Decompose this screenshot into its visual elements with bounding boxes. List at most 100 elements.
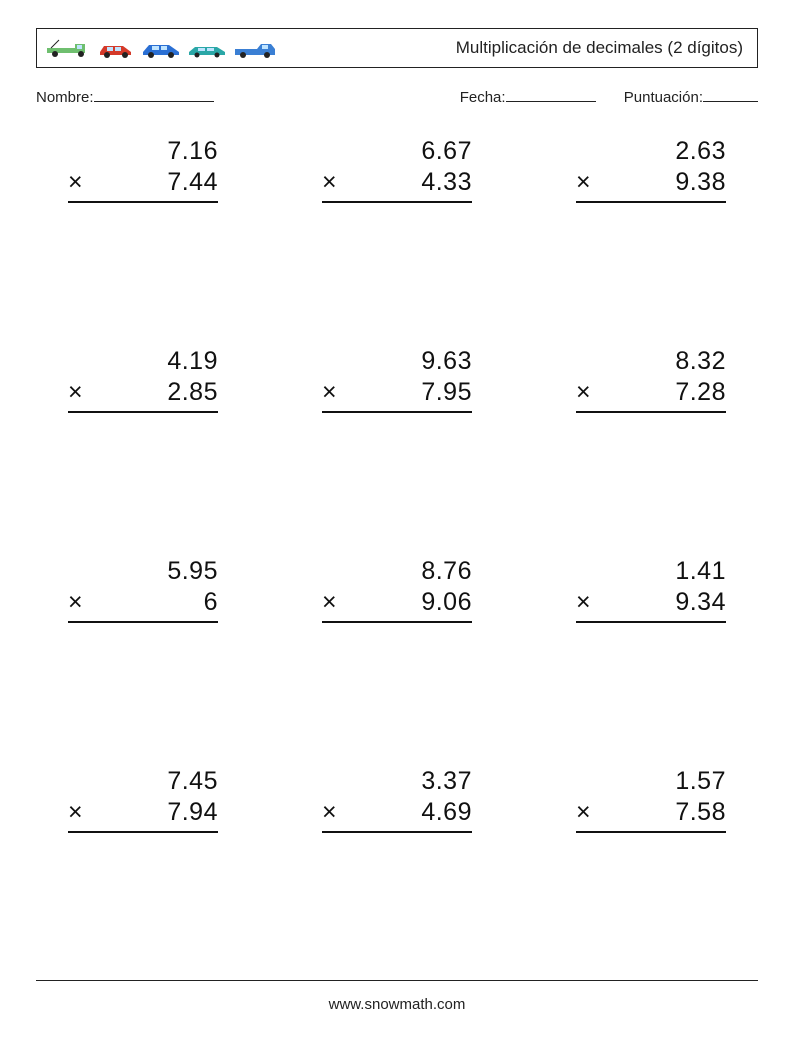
teal-car-icon	[187, 42, 229, 58]
multiplicand: 5.95	[88, 556, 218, 587]
score-label: Puntuación:	[624, 89, 703, 106]
red-sedan-icon	[97, 40, 137, 58]
multiplier: 9.06	[342, 587, 472, 618]
info-fields-row: Nombre: Fecha: Puntuación:	[36, 86, 758, 106]
multiplicand: 2.63	[596, 136, 726, 167]
operator: ×	[322, 377, 342, 408]
blue-coupe-icon	[141, 40, 183, 58]
multiplier-row: ×7.95	[322, 377, 472, 408]
multiplier-row: ×7.94	[68, 797, 218, 828]
multiplicand: 3.37	[342, 766, 472, 797]
multiplier-row: ×7.44	[68, 167, 218, 198]
problem-rule	[68, 831, 218, 833]
multiplicand: 7.16	[88, 136, 218, 167]
operator: ×	[68, 167, 88, 198]
multiplier-row: ×9.06	[322, 587, 472, 618]
name-label: Nombre:	[36, 89, 94, 106]
footer-url: www.snowmath.com	[0, 996, 794, 1013]
problem-10: 7.45×7.94	[68, 766, 218, 976]
problem-rule	[576, 201, 726, 203]
worksheet-title: Multiplicación de decimales (2 dígitos)	[456, 38, 743, 58]
operator: ×	[68, 587, 88, 618]
multiplicand-row: 5.95	[68, 556, 218, 587]
multiplicand-row: 4.19	[68, 346, 218, 377]
multiplicand-row: 3.37	[322, 766, 472, 797]
blue-pickup-icon	[233, 40, 279, 58]
multiplier-row: ×7.28	[576, 377, 726, 408]
footer-rule	[36, 980, 758, 981]
multiplier-row: ×7.58	[576, 797, 726, 828]
multiplicand-row: 8.32	[576, 346, 726, 377]
multiplier-row: ×6	[68, 587, 218, 618]
multiplicand: 1.41	[596, 556, 726, 587]
problem-rule	[322, 201, 472, 203]
problems-grid: 7.16×7.446.67×4.332.63×9.384.19×2.859.63…	[36, 126, 758, 976]
operator: ×	[68, 797, 88, 828]
multiplicand: 8.76	[342, 556, 472, 587]
multiplier: 7.28	[596, 377, 726, 408]
problem-11: 3.37×4.69	[322, 766, 472, 976]
problem-rule	[322, 831, 472, 833]
problem-4: 4.19×2.85	[68, 346, 218, 556]
multiplier: 7.58	[596, 797, 726, 828]
field-spacer	[220, 86, 454, 106]
multiplier: 9.34	[596, 587, 726, 618]
worksheet-page: Multiplicación de decimales (2 dígitos) …	[0, 0, 794, 976]
header-box: Multiplicación de decimales (2 dígitos)	[36, 28, 758, 68]
date-field: Fecha:	[460, 86, 596, 106]
problem-rule	[576, 831, 726, 833]
problem-12: 1.57×7.58	[576, 766, 726, 976]
problem-rule	[576, 621, 726, 623]
multiplier: 7.44	[88, 167, 218, 198]
problem-7: 5.95×6	[68, 556, 218, 766]
name-field: Nombre:	[36, 86, 214, 106]
multiplier-row: ×9.34	[576, 587, 726, 618]
problem-2: 6.67×4.33	[322, 136, 472, 346]
problem-rule	[68, 201, 218, 203]
multiplier: 9.38	[596, 167, 726, 198]
problem-8: 8.76×9.06	[322, 556, 472, 766]
problem-rule	[322, 621, 472, 623]
date-blank[interactable]	[506, 86, 596, 102]
score-blank[interactable]	[703, 86, 758, 102]
multiplicand-row: 1.57	[576, 766, 726, 797]
operator: ×	[576, 797, 596, 828]
multiplier-row: ×9.38	[576, 167, 726, 198]
multiplier: 7.94	[88, 797, 218, 828]
problem-5: 9.63×7.95	[322, 346, 472, 556]
operator: ×	[68, 377, 88, 408]
operator: ×	[576, 587, 596, 618]
operator: ×	[322, 587, 342, 618]
problem-rule	[322, 411, 472, 413]
multiplier-row: ×4.33	[322, 167, 472, 198]
multiplicand: 6.67	[342, 136, 472, 167]
multiplicand: 1.57	[596, 766, 726, 797]
multiplicand: 4.19	[88, 346, 218, 377]
problem-3: 2.63×9.38	[576, 136, 726, 346]
multiplicand-row: 7.16	[68, 136, 218, 167]
multiplicand-row: 1.41	[576, 556, 726, 587]
problem-9: 1.41×9.34	[576, 556, 726, 766]
multiplier-row: ×4.69	[322, 797, 472, 828]
date-label: Fecha:	[460, 89, 506, 106]
multiplicand-row: 6.67	[322, 136, 472, 167]
multiplicand: 7.45	[88, 766, 218, 797]
operator: ×	[322, 167, 342, 198]
field-spacer	[602, 86, 618, 106]
multiplier-row: ×2.85	[68, 377, 218, 408]
problem-6: 8.32×7.28	[576, 346, 726, 556]
multiplier: 4.69	[342, 797, 472, 828]
multiplier: 2.85	[88, 377, 218, 408]
operator: ×	[576, 167, 596, 198]
multiplier: 4.33	[342, 167, 472, 198]
multiplicand: 8.32	[596, 346, 726, 377]
problem-1: 7.16×7.44	[68, 136, 218, 346]
problem-rule	[68, 621, 218, 623]
car-icons-row	[45, 38, 279, 58]
multiplier: 7.95	[342, 377, 472, 408]
problem-rule	[576, 411, 726, 413]
name-blank[interactable]	[94, 86, 214, 102]
multiplicand-row: 8.76	[322, 556, 472, 587]
operator: ×	[322, 797, 342, 828]
multiplicand-row: 2.63	[576, 136, 726, 167]
